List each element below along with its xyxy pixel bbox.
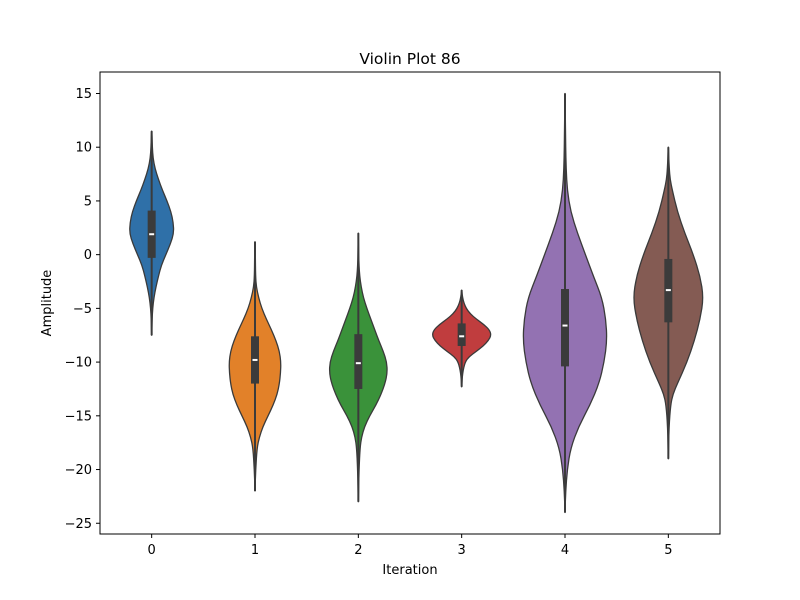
y-tick-label: 5 bbox=[84, 194, 92, 209]
y-tick-label: −15 bbox=[65, 409, 92, 424]
violin-2 bbox=[328, 232, 388, 503]
y-tick-label: −20 bbox=[65, 463, 92, 478]
violin-median-marker bbox=[665, 289, 671, 292]
y-tick-label: 10 bbox=[75, 141, 92, 156]
violin-3 bbox=[432, 289, 492, 388]
violin-median-marker bbox=[355, 362, 361, 365]
y-tick-label: 15 bbox=[75, 87, 92, 102]
violin-median-marker bbox=[252, 358, 258, 361]
violin-median-marker bbox=[459, 335, 465, 338]
y-tick-label: −25 bbox=[65, 517, 92, 532]
violin-0 bbox=[129, 130, 175, 336]
violin-iqr-box bbox=[354, 334, 363, 389]
x-axis-title: Iteration bbox=[382, 563, 437, 578]
y-axis-title: Amplitude bbox=[40, 270, 55, 337]
violin-median-marker bbox=[562, 324, 568, 327]
violins-group bbox=[129, 92, 704, 514]
violin-1 bbox=[228, 241, 282, 492]
x-tick-label: 5 bbox=[664, 543, 672, 558]
plot-frame bbox=[99, 71, 721, 535]
x-tick-label: 4 bbox=[561, 543, 569, 558]
x-tick-label: 3 bbox=[458, 543, 466, 558]
x-tick-label: 0 bbox=[148, 543, 156, 558]
violin-iqr-box bbox=[561, 289, 569, 367]
violin-4 bbox=[522, 92, 608, 514]
x-tick-label: 2 bbox=[354, 543, 362, 558]
violin-5 bbox=[633, 146, 704, 460]
violin-iqr-box bbox=[457, 323, 466, 346]
y-tick-label: −10 bbox=[65, 356, 92, 371]
x-axis: 0 1 2 3 4 5 bbox=[148, 534, 672, 558]
y-tick-label: −5 bbox=[73, 302, 92, 317]
violin-median-marker bbox=[149, 233, 155, 236]
x-tick-label: 1 bbox=[251, 543, 259, 558]
chart-title: Violin Plot 86 bbox=[359, 50, 460, 68]
y-tick-label: 0 bbox=[84, 248, 92, 263]
y-axis: 15 10 5 0 −5 −10 −15 −20 −25 bbox=[65, 87, 100, 532]
